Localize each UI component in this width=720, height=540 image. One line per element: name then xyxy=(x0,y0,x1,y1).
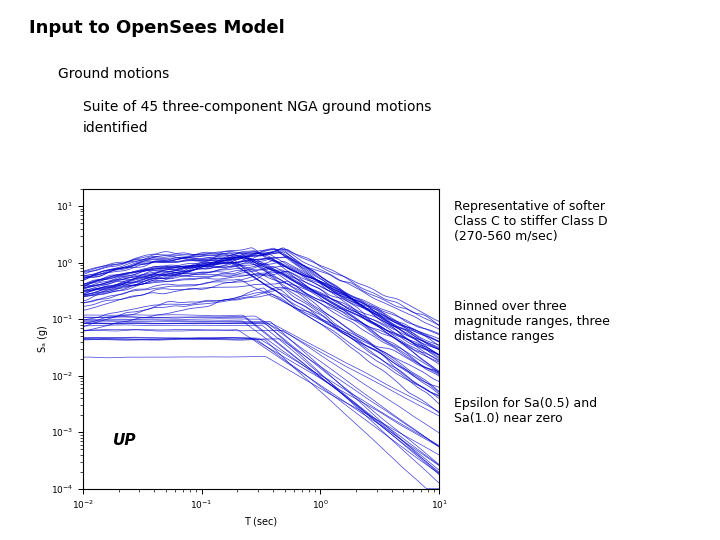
Text: Epsilon for Sa(0.5) and
Sa(1.0) near zero: Epsilon for Sa(0.5) and Sa(1.0) near zer… xyxy=(454,397,597,425)
Text: Representative of softer
Class C to stiffer Class D
(270-560 m/sec): Representative of softer Class C to stif… xyxy=(454,200,607,243)
Y-axis label: Sₐ (g): Sₐ (g) xyxy=(38,326,48,352)
Text: Binned over three
magnitude ranges, three
distance ranges: Binned over three magnitude ranges, thre… xyxy=(454,300,609,343)
Text: Input to OpenSees Model: Input to OpenSees Model xyxy=(29,19,284,37)
X-axis label: T (sec): T (sec) xyxy=(244,516,278,526)
Text: UP: UP xyxy=(113,433,137,448)
Text: Suite of 45 three-component NGA ground motions: Suite of 45 three-component NGA ground m… xyxy=(83,100,431,114)
Text: Ground motions: Ground motions xyxy=(58,68,169,82)
Text: identified: identified xyxy=(83,122,148,136)
